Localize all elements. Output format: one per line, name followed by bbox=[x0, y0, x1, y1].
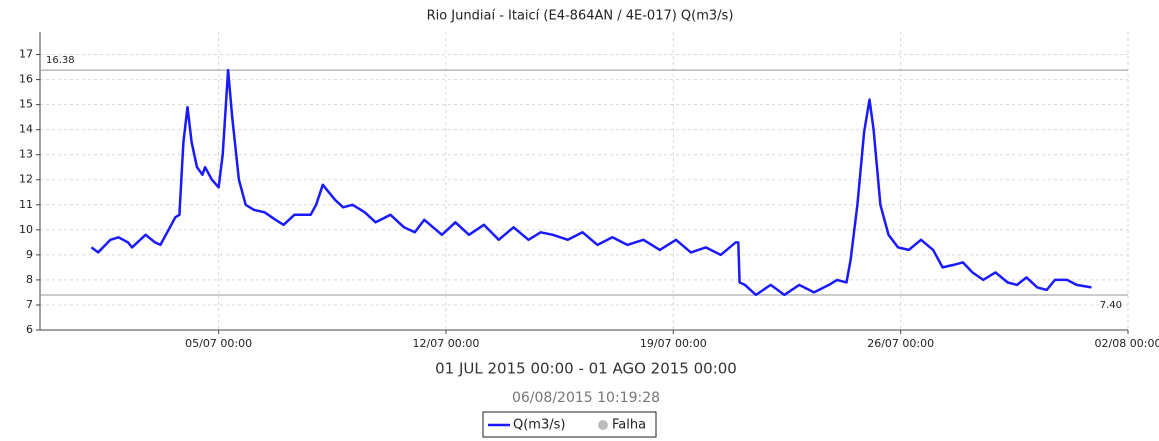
y-tick-label: 9 bbox=[26, 248, 33, 261]
subtitle: 01 JUL 2015 00:00 - 01 AGO 2015 00:00 bbox=[435, 360, 737, 378]
chart-title: Rio Jundiaí - Itaicí (E4-864AN / 4E-017)… bbox=[427, 9, 734, 24]
x-tick-label: 26/07 00:00 bbox=[867, 337, 934, 350]
y-tick-label: 11 bbox=[19, 198, 33, 211]
timestamp: 06/08/2015 10:19:28 bbox=[512, 390, 660, 406]
y-tick-label: 16 bbox=[19, 73, 33, 86]
x-tick-label: 02/08 00:00 bbox=[1095, 337, 1159, 350]
x-tick-label: 19/07 00:00 bbox=[640, 337, 707, 350]
legend-box bbox=[482, 411, 657, 438]
legend-label: Q(m3/s) bbox=[513, 418, 565, 433]
y-tick-label: 6 bbox=[26, 323, 33, 336]
y-tick-label: 7 bbox=[26, 298, 33, 311]
y-tick-label: 13 bbox=[19, 148, 33, 161]
y-tick-label: 12 bbox=[19, 173, 33, 186]
y-tick-label: 8 bbox=[26, 273, 33, 286]
legend-swatch bbox=[598, 420, 608, 430]
y-tick-label: 14 bbox=[19, 123, 33, 136]
y-tick-label: 17 bbox=[19, 48, 33, 61]
x-tick-label: 05/07 00:00 bbox=[185, 337, 252, 350]
data-line bbox=[90, 68, 1092, 297]
x-tick-label: 12/07 00:00 bbox=[413, 337, 480, 350]
reference-label: 7.40 bbox=[1100, 300, 1122, 311]
y-tick-label: 15 bbox=[19, 98, 33, 111]
y-tick-label: 10 bbox=[19, 223, 33, 236]
legend-label: Falha bbox=[612, 418, 646, 433]
reference-label: 16.38 bbox=[46, 55, 75, 66]
